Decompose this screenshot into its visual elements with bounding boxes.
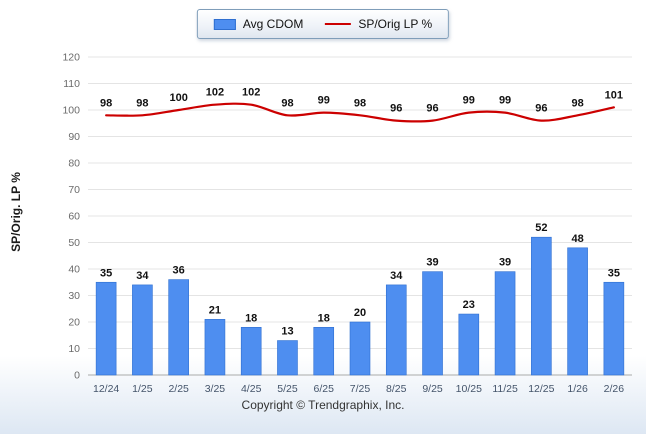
bar (494, 271, 516, 376)
x-tick-label: 9/25 (422, 383, 443, 395)
y-tick-label: 10 (68, 343, 80, 355)
line-value-label: 102 (242, 87, 260, 99)
bar (313, 326, 335, 376)
x-tick-label: 2/25 (168, 383, 189, 395)
y-tick-label: 100 (62, 105, 80, 117)
bar-value-label: 34 (136, 270, 149, 282)
line-value-label: 101 (605, 89, 623, 101)
x-tick-label: 2/26 (604, 383, 625, 395)
line-value-label: 98 (571, 97, 583, 109)
line-value-label: 98 (281, 97, 293, 109)
bar-value-label: 39 (426, 257, 438, 269)
bar-swatch-icon (213, 18, 236, 30)
legend: Avg CDOM SP/Orig LP % (196, 9, 450, 39)
y-tick-label: 70 (68, 184, 80, 196)
bar (458, 313, 480, 376)
bar (422, 271, 443, 376)
x-tick-label: 4/25 (241, 383, 262, 395)
bar-value-label: 20 (354, 307, 366, 319)
bar (95, 281, 117, 376)
bar-value-label: 39 (499, 257, 511, 269)
bar (567, 247, 588, 376)
line-value-label: 102 (206, 87, 224, 99)
bar (168, 279, 189, 376)
bar (240, 326, 262, 376)
bar-value-label: 18 (245, 312, 257, 324)
line-value-label: 96 (535, 103, 547, 115)
x-tick-label: 10/25 (456, 383, 482, 395)
bar-value-label: 23 (463, 299, 475, 311)
legend-item-sp-orig-lp: SP/Orig LP % (325, 17, 432, 31)
line-value-label: 99 (318, 95, 330, 107)
x-tick-label: 3/25 (205, 383, 226, 395)
bar (603, 281, 625, 376)
bar-value-label: 35 (608, 267, 620, 279)
legend-label-avg-cdom: Avg CDOM (242, 17, 304, 31)
bar (132, 284, 153, 376)
bar-value-label: 35 (100, 267, 112, 279)
bar-value-label: 36 (173, 265, 185, 277)
x-tick-label: 7/25 (350, 383, 371, 395)
line-value-label: 99 (499, 95, 511, 107)
line-value-label: 98 (136, 97, 148, 109)
y-tick-label: 20 (68, 317, 80, 329)
y-tick-label: 40 (68, 264, 80, 276)
x-tick-label: 6/25 (314, 383, 335, 395)
y-tick-label: 80 (68, 158, 80, 170)
trend-line (105, 102, 615, 123)
x-tick-label: 12/25 (528, 383, 554, 395)
y-tick-label: 110 (63, 78, 80, 90)
x-tick-label: 5/25 (277, 383, 298, 395)
y-tick-label: 30 (68, 290, 80, 302)
y-tick-label: 120 (62, 52, 80, 64)
line-value-label: 96 (426, 103, 438, 115)
line-value-label: 100 (169, 92, 187, 104)
x-tick-label: 12/24 (93, 383, 119, 395)
legend-item-avg-cdom: Avg CDOM (213, 17, 304, 31)
line-value-label: 99 (463, 95, 475, 107)
x-tick-label: 1/25 (132, 383, 153, 395)
bar-value-label: 34 (390, 270, 403, 282)
bar-value-label: 18 (318, 312, 330, 324)
bar (531, 236, 552, 376)
y-tick-label: 60 (68, 211, 80, 223)
bar (204, 319, 226, 376)
line-swatch-icon (325, 23, 352, 25)
legend-label-sp-orig-lp: SP/Orig LP % (358, 17, 433, 31)
bar-value-label: 13 (281, 326, 293, 338)
line-value-label: 96 (390, 103, 402, 115)
bar-value-label: 48 (571, 233, 583, 245)
bar (349, 321, 371, 376)
x-tick-label: 11/25 (492, 383, 518, 395)
bar (385, 284, 407, 376)
bar (277, 340, 298, 376)
line-value-label: 98 (354, 97, 366, 109)
copyright-text: Copyright © Trendgraphix, Inc. (241, 398, 405, 412)
bar-value-label: 21 (209, 304, 221, 316)
x-tick-label: 1/26 (567, 383, 588, 395)
x-tick-label: 8/25 (386, 383, 407, 395)
y-tick-label: 0 (74, 370, 80, 382)
line-value-label: 98 (100, 97, 112, 109)
y-tick-label: 90 (68, 131, 80, 143)
bar-value-label: 52 (535, 222, 547, 234)
y-tick-label: 50 (68, 237, 80, 249)
